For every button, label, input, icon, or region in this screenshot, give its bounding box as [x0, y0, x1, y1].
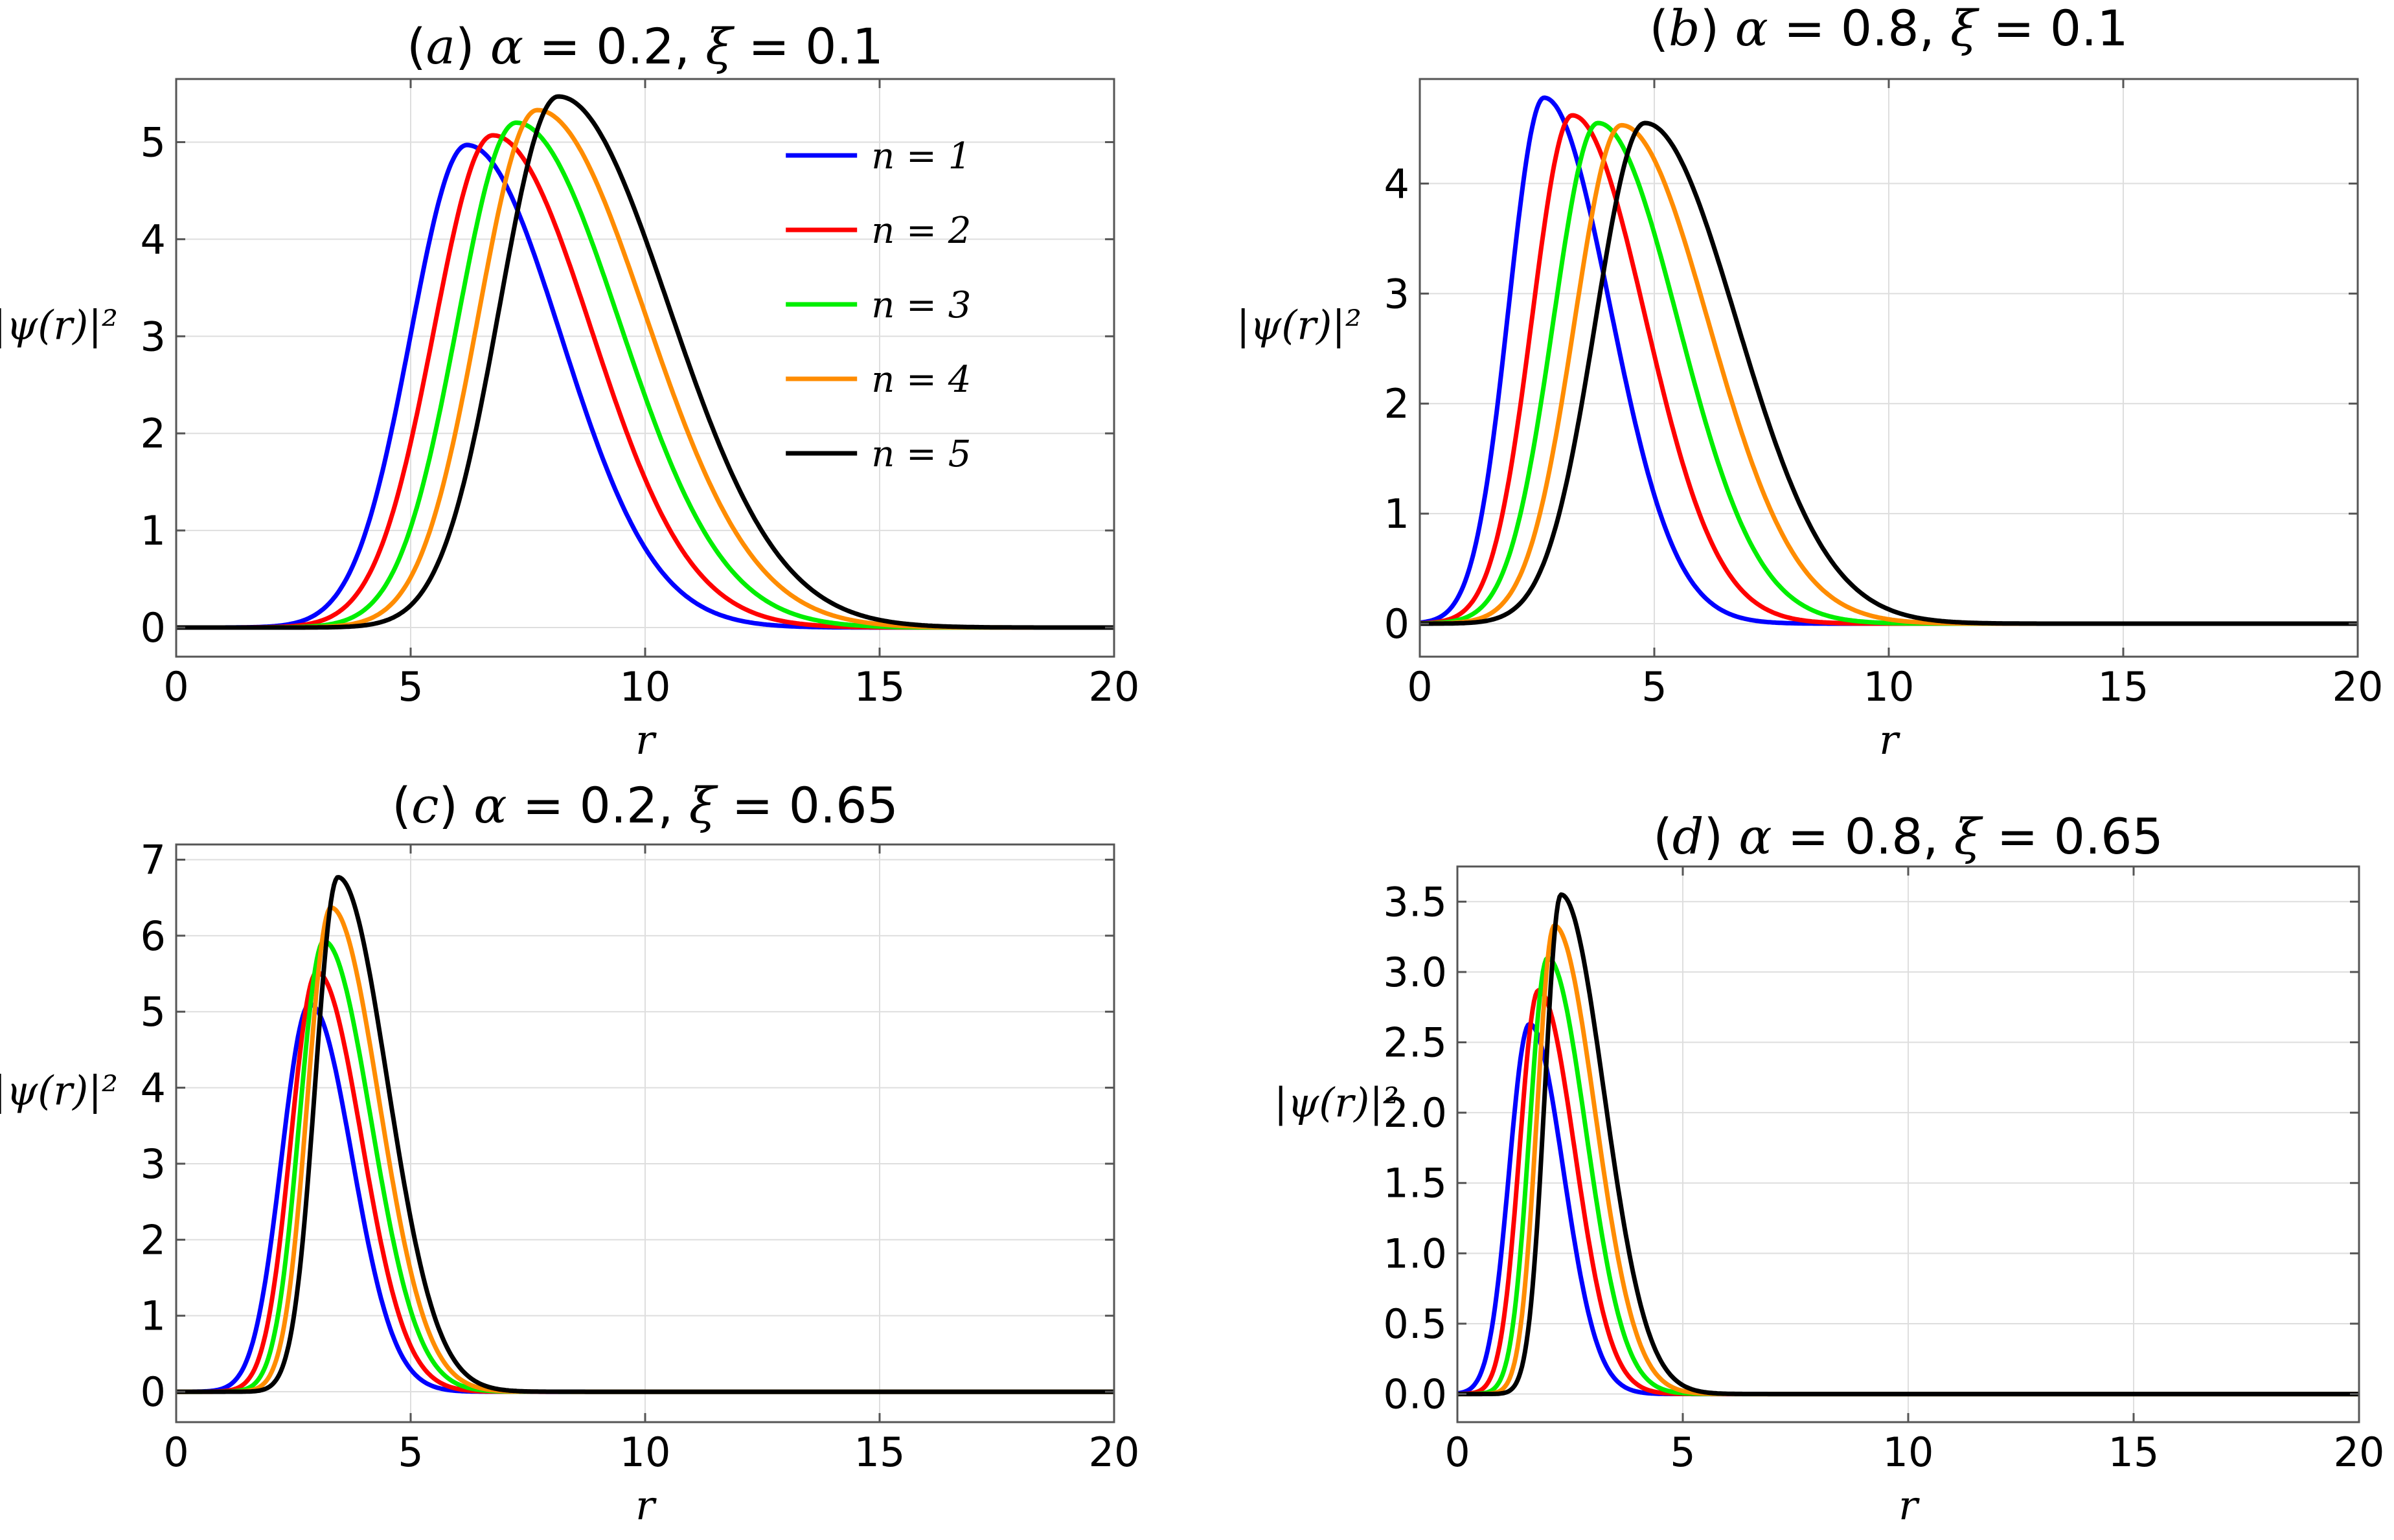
y-tick-label: 2 — [141, 1216, 166, 1263]
x-tick-label: 0 — [163, 663, 188, 710]
x-tick-label: 5 — [398, 1429, 423, 1476]
y-tick-label: 3 — [141, 313, 166, 360]
x-tick-label: 15 — [854, 1429, 906, 1476]
y-tick-label: 2.0 — [1383, 1089, 1447, 1137]
y-tick-label: 3 — [141, 1140, 166, 1188]
y-tick-label: 1.0 — [1383, 1230, 1447, 1277]
panel-c: 0 5 10 15 20 0 1 2 3 4 5 6 7 (c) α = 0.2, ξ = 0.65 r |ψ… — [0, 776, 1139, 1529]
y-tick-label: 0 — [141, 604, 166, 651]
y-tick-label: 3.0 — [1383, 949, 1447, 996]
panel-a: 0 5 10 15 20 0 1 2 3 4 5 (a) α = 0.2, ξ = 0.1 r |ψ(r)… — [0, 17, 1139, 764]
legend-label-n1: n = 1 — [871, 135, 971, 177]
x-axis-label: r — [1898, 1482, 1920, 1529]
series-line-n5 — [175, 875, 1115, 1394]
legend-label-n2: n = 2 — [871, 210, 971, 252]
panel-title: (b) α = 0.8, ξ = 0.1 — [1649, 0, 2128, 57]
panel-title: (c) α = 0.2, ξ = 0.65 — [392, 776, 898, 834]
y-tick-label: 3 — [1384, 270, 1409, 317]
panel-title: (d) α = 0.8, ξ = 0.65 — [1653, 808, 2163, 865]
series-line-n5 — [1419, 120, 2359, 626]
x-tick-label: 15 — [2098, 663, 2149, 710]
y-tick-label: 1 — [1384, 490, 1409, 538]
legend-label-n5: n = 5 — [871, 433, 971, 475]
y-tick-label: 4 — [141, 1065, 166, 1112]
x-tick-label: 0 — [1407, 663, 1432, 710]
panel-title: (a) α = 0.2, ξ = 0.1 — [407, 17, 884, 75]
y-tick-label: 0.5 — [1383, 1300, 1447, 1348]
y-tick-label: 6 — [141, 912, 166, 960]
y-axis-label: |ψ(r)|² — [1274, 1079, 1399, 1126]
legend: n = 1 n = 2 n = 3 n = 4 n = 5 — [786, 135, 971, 475]
x-tick-label: 0 — [163, 1429, 188, 1476]
x-tick-label: 0 — [1444, 1429, 1470, 1476]
legend-label-n3: n = 3 — [871, 284, 971, 326]
y-tick-label: 0 — [1384, 600, 1409, 648]
y-tick-label: 3.5 — [1383, 878, 1447, 925]
y-tick-label: 2.5 — [1383, 1019, 1447, 1067]
y-tick-label: 4 — [141, 216, 166, 263]
y-axis-label: |ψ(r)|² — [0, 301, 118, 348]
panel-b: 0 5 10 15 20 0 1 2 3 4 (b) α = 0.8, ξ = 0.1 r |ψ(r)|… — [1237, 0, 2384, 764]
y-tick-label: 7 — [141, 836, 166, 883]
y-tick-label: 0.0 — [1383, 1371, 1447, 1418]
x-tick-label: 10 — [620, 663, 671, 710]
y-axis-label: |ψ(r)|² — [0, 1067, 118, 1114]
y-tick-label: 1 — [141, 507, 166, 554]
x-tick-label: 5 — [1670, 1429, 1695, 1476]
y-axis-label: |ψ(r)|² — [1237, 301, 1362, 348]
x-tick-label: 5 — [398, 663, 423, 710]
y-tick-label: 5 — [141, 119, 166, 166]
series-line-n5 — [175, 94, 1115, 630]
x-tick-label: 20 — [2332, 663, 2384, 710]
series-line-n5 — [1456, 892, 2360, 1397]
legend-label-n4: n = 4 — [871, 359, 971, 401]
x-tick-label: 15 — [2108, 1429, 2160, 1476]
x-tick-label: 10 — [620, 1429, 671, 1476]
x-tick-label: 20 — [2334, 1429, 2385, 1476]
x-tick-label: 10 — [1883, 1429, 1934, 1476]
y-tick-label: 1 — [141, 1293, 166, 1340]
x-tick-label: 5 — [1641, 663, 1667, 710]
x-tick-label: 15 — [854, 663, 906, 710]
x-axis-label: r — [1879, 716, 1900, 764]
x-axis-label: r — [635, 716, 657, 764]
y-tick-label: 5 — [141, 988, 166, 1036]
y-tick-label: 1.5 — [1383, 1160, 1447, 1207]
x-tick-label: 20 — [1089, 1429, 1140, 1476]
x-axis-label: r — [635, 1482, 657, 1529]
panel-d: 0 5 10 15 20 0.0 0.5 1.0 1.5 2.0 2.5 3.0 3.5 (d) α = … — [1274, 808, 2385, 1529]
y-tick-label: 0 — [141, 1368, 166, 1416]
x-tick-label: 10 — [1864, 663, 1915, 710]
y-tick-label: 2 — [141, 410, 166, 457]
y-tick-label: 4 — [1384, 160, 1409, 207]
y-tick-label: 2 — [1384, 380, 1409, 427]
x-tick-label: 20 — [1089, 663, 1140, 710]
